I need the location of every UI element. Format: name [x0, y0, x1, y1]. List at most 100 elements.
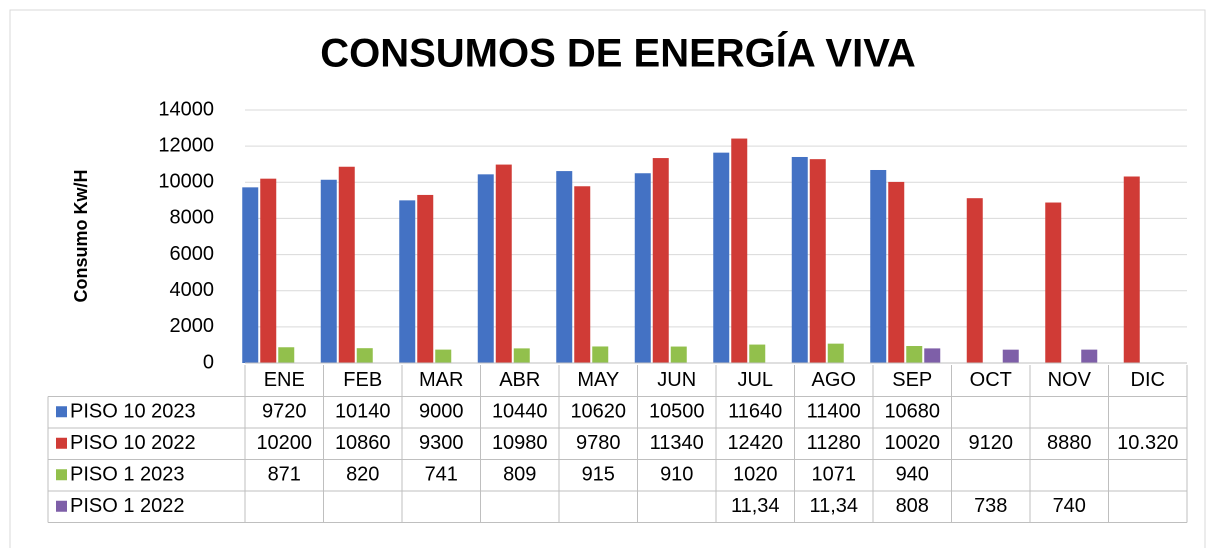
table-cell: 10020 [884, 432, 940, 454]
bar [477, 174, 494, 363]
y-tick-label: 2000 [170, 315, 215, 337]
chart-title: CONSUMOS DE ENERGÍA VIVA [320, 31, 916, 76]
y-tick-label: 4000 [170, 279, 215, 301]
y-tick-label: 14000 [158, 98, 214, 120]
x-tick-label: ABR [499, 369, 540, 391]
bar [356, 348, 373, 363]
bar [435, 349, 452, 363]
bar [966, 198, 983, 363]
table-cell: 10.320 [1117, 432, 1178, 454]
bar [870, 169, 887, 363]
table-cell: 940 [896, 464, 929, 486]
table-cell: 915 [582, 464, 615, 486]
bar [634, 173, 651, 363]
table-cell: 9120 [969, 432, 1014, 454]
table-cell: 11280 [807, 432, 861, 454]
table-cell: 740 [1053, 495, 1086, 517]
x-tick-label: OCT [970, 369, 1012, 391]
bar [652, 158, 669, 363]
legend-key [56, 406, 67, 418]
bar [556, 171, 573, 363]
legend-key [56, 469, 67, 481]
table-cell: 11340 [650, 432, 704, 454]
table-cell: 809 [503, 464, 536, 486]
bar [749, 344, 766, 363]
bar [713, 152, 730, 363]
table-cell: 10500 [649, 401, 705, 423]
bar [574, 186, 591, 363]
x-tick-label: JUN [657, 369, 696, 391]
bar [242, 187, 259, 363]
bar [924, 348, 941, 363]
table-cell: 9300 [419, 432, 464, 454]
x-tick-label: AGO [812, 369, 856, 391]
table-cell: 871 [268, 464, 301, 486]
bar [417, 194, 434, 363]
table-cell: 10860 [335, 432, 391, 454]
bar [1123, 176, 1140, 363]
table-cell: 9720 [262, 401, 307, 423]
table-cell: 10440 [492, 401, 548, 423]
table-cell: 1071 [812, 464, 857, 486]
bar [1081, 349, 1098, 363]
table-cell: 10200 [256, 432, 312, 454]
table-cell: 10620 [570, 401, 626, 423]
bar [278, 347, 295, 363]
bar [260, 178, 277, 363]
table-cell: 12420 [727, 432, 783, 454]
legend-label: PISO 1 2023 [70, 464, 185, 486]
table-cell: 10140 [335, 401, 391, 423]
table-cell: 1020 [733, 464, 778, 486]
x-tick-label: NOV [1048, 369, 1092, 391]
x-tick-label: ENE [264, 369, 305, 391]
table-cell: 738 [974, 495, 1007, 517]
table-cell: 820 [346, 464, 379, 486]
x-tick-label: SEP [892, 369, 932, 391]
table-cell: 9000 [419, 401, 464, 423]
bar [592, 346, 609, 363]
y-tick-label: 6000 [170, 243, 215, 265]
table-cell: 9780 [576, 432, 621, 454]
legend-label: PISO 1 2022 [70, 495, 185, 517]
bar [338, 166, 355, 363]
legend-label: PISO 10 2022 [70, 432, 196, 454]
y-tick-label: 10000 [158, 171, 214, 193]
chart-border [9, 9, 1206, 548]
bar [791, 156, 808, 363]
y-axis-label: Consumo Kw/H [71, 170, 91, 303]
table-cell: 10680 [884, 401, 940, 423]
table-cell: 8880 [1047, 432, 1092, 454]
bar [906, 346, 923, 363]
table-cell: 11,34 [731, 495, 780, 517]
bar [1002, 349, 1019, 363]
bar [1045, 202, 1062, 363]
y-tick-label: 12000 [158, 134, 214, 156]
bar [320, 179, 337, 363]
bar [670, 346, 687, 363]
bar [809, 159, 826, 363]
legend-key [56, 500, 67, 512]
bar [731, 138, 748, 363]
table-cell: 808 [896, 495, 929, 517]
x-tick-label: FEB [343, 369, 382, 391]
bar [495, 164, 512, 363]
table-cell: 11640 [728, 401, 782, 423]
table-cell: 11400 [807, 401, 861, 423]
table-cell: 741 [425, 464, 458, 486]
bar [399, 200, 416, 363]
x-tick-label: DIC [1131, 369, 1165, 391]
x-tick-label: MAY [577, 369, 619, 391]
y-tick-label: 0 [203, 351, 214, 373]
y-tick-label: 8000 [170, 207, 215, 229]
x-tick-label: JUL [737, 369, 773, 391]
legend-label: PISO 10 2023 [70, 401, 196, 423]
table-cell: 10980 [492, 432, 548, 454]
legend-key [56, 437, 67, 449]
table-cell: 910 [660, 464, 693, 486]
bar [513, 348, 530, 363]
bar [827, 343, 844, 363]
table-cell: 11,34 [809, 495, 858, 517]
x-tick-label: MAR [419, 369, 463, 391]
bar [888, 181, 905, 363]
